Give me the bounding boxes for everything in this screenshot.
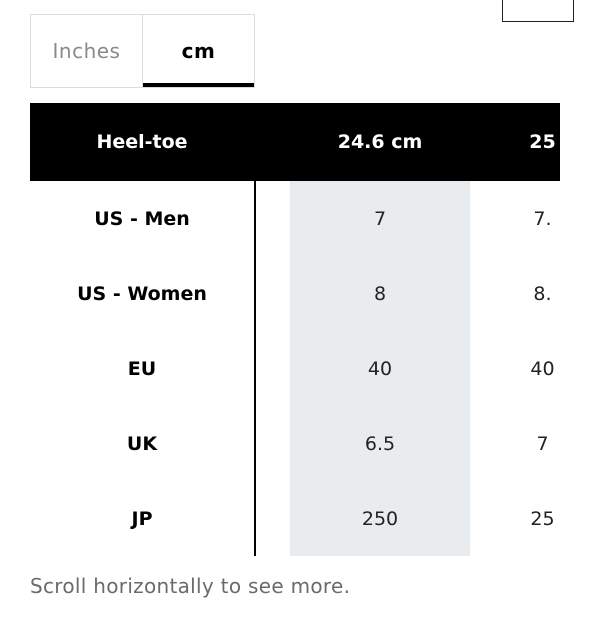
size-table: Heel-toe 24.6 cm 25 US - Men 7 7. US - W… xyxy=(30,103,560,556)
unit-tab-inches[interactable]: Inches xyxy=(31,15,143,87)
selected-size-column-highlight xyxy=(290,181,470,556)
unit-toggle: Inches cm xyxy=(30,14,255,88)
size-value: 25 xyxy=(530,507,555,530)
scroll-hint: Scroll horizontally to see more. xyxy=(30,574,351,598)
header-size-column[interactable]: 24.6 cm xyxy=(337,131,423,153)
size-value: 7. xyxy=(533,207,552,230)
header-size-column[interactable]: 25 xyxy=(529,131,556,153)
size-table-scroll-area[interactable]: Heel-toe 24.6 cm 25 US - Men 7 7. US - W… xyxy=(30,103,560,556)
column-divider xyxy=(254,181,256,556)
size-value: 250 xyxy=(361,507,399,530)
row-label: EU xyxy=(127,357,157,380)
size-value: 8. xyxy=(533,282,552,305)
table-row: JP 250 25 xyxy=(30,481,560,556)
size-value: 7 xyxy=(536,432,549,455)
row-label: US - Women xyxy=(77,282,207,305)
table-row: EU 40 40 xyxy=(30,331,560,406)
close-button[interactable] xyxy=(502,0,574,22)
size-value: 40 xyxy=(367,357,393,380)
table-row: US - Women 8 8. xyxy=(30,256,560,331)
header-label: Heel-toe xyxy=(96,131,188,153)
row-label: UK xyxy=(126,432,158,455)
unit-tab-cm[interactable]: cm xyxy=(143,15,254,87)
size-value: 40 xyxy=(530,357,555,380)
row-label: US - Men xyxy=(94,207,190,230)
table-row: US - Men 7 7. xyxy=(30,181,560,256)
table-row: UK 6.5 7 xyxy=(30,406,560,481)
table-header-row: Heel-toe 24.6 cm 25 xyxy=(30,103,560,181)
size-value: 6.5 xyxy=(364,432,396,455)
row-label: JP xyxy=(131,507,153,530)
size-value: 7 xyxy=(373,207,387,230)
size-value: 8 xyxy=(373,282,387,305)
